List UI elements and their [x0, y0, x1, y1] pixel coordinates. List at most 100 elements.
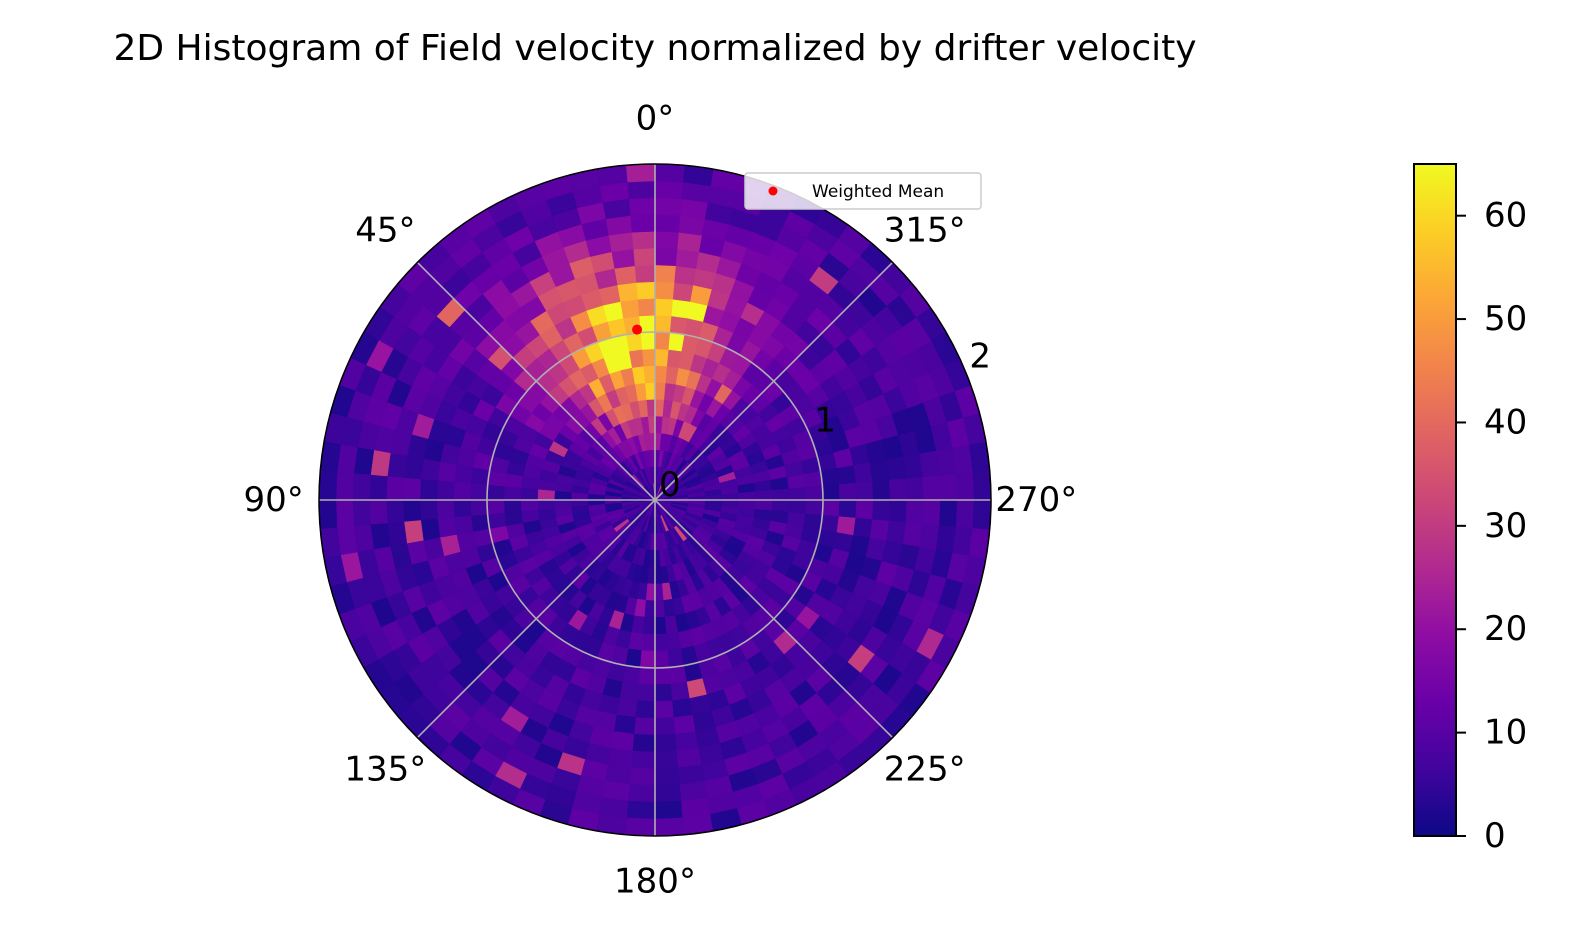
histogram-cell [632, 733, 656, 753]
histogram-cell [626, 180, 656, 200]
histogram-cell [654, 214, 681, 233]
histogram-cell [369, 474, 388, 501]
histogram-cell [453, 499, 472, 518]
histogram-cell [628, 784, 656, 803]
radial-tick-label: 0 [659, 465, 681, 505]
histogram-cell [836, 515, 857, 536]
histogram-cell [771, 499, 790, 513]
histogram-cell [836, 464, 857, 485]
histogram-cell [654, 667, 672, 686]
histogram-cell [637, 683, 656, 702]
histogram-cell [640, 650, 656, 669]
histogram-cell [641, 633, 656, 652]
histogram-cell [637, 298, 656, 317]
histogram-cell [667, 332, 685, 352]
histogram-cell [402, 499, 422, 523]
histogram-cell [654, 197, 682, 216]
histogram-cell [453, 482, 472, 501]
histogram-cell [853, 461, 873, 483]
histogram-cell [654, 247, 678, 267]
histogram-cell [607, 747, 634, 769]
histogram-cell [487, 470, 507, 488]
histogram-cell [610, 731, 635, 752]
histogram-cell [888, 477, 908, 501]
histogram-cell [654, 784, 682, 803]
colorbar-tick-label: 30 [1484, 506, 1527, 546]
histogram-cell [675, 248, 700, 269]
histogram-cell [855, 499, 874, 520]
histogram-cell [629, 767, 656, 786]
histogram-cell [486, 499, 505, 515]
histogram-cell [805, 499, 824, 515]
histogram-cell [869, 518, 890, 542]
histogram-cell [520, 487, 539, 501]
histogram-cell [622, 665, 641, 685]
histogram-cell [610, 248, 635, 269]
histogram-cell [631, 230, 656, 250]
colorbar-tick-label: 40 [1484, 402, 1527, 442]
histogram-cell [670, 298, 691, 319]
histogram-cell [972, 499, 991, 530]
histogram-cell [436, 499, 455, 520]
histogram-cell [385, 499, 405, 524]
colorbar-tick-label: 50 [1484, 299, 1527, 339]
histogram-cell [838, 499, 857, 518]
histogram-cell [625, 164, 656, 183]
histogram-cell [503, 486, 522, 501]
histogram-cell [755, 499, 773, 511]
radial-tick-labels: 0 1 2 [659, 336, 991, 505]
histogram-cell [629, 214, 656, 233]
histogram-cell [634, 264, 656, 283]
histogram-cell [319, 499, 338, 530]
weighted-mean-marker [632, 324, 643, 335]
histogram-cell [469, 499, 488, 517]
histogram-cell [905, 476, 925, 501]
histogram-cell [470, 467, 490, 486]
histogram-cell [838, 482, 857, 501]
histogram-cell [419, 479, 438, 501]
angle-tick-label: 45° [355, 210, 415, 250]
histogram-cell [642, 616, 656, 635]
histogram-cell [853, 517, 873, 539]
histogram-cell [676, 231, 703, 253]
histogram-cell [570, 492, 589, 501]
angle-tick-label: 0° [636, 99, 675, 139]
histogram-cell [672, 698, 694, 718]
histogram-cell [420, 518, 441, 542]
histogram-cell [654, 800, 684, 820]
histogram-cell [676, 747, 703, 769]
histogram-cell [654, 365, 668, 384]
histogram-cell [453, 464, 474, 485]
histogram-cell [335, 471, 355, 501]
radial-tick-label: 1 [814, 401, 836, 441]
histogram-cell [888, 499, 908, 523]
histogram-cell [820, 514, 840, 533]
histogram-cell [654, 164, 685, 183]
histogram-cell [631, 750, 656, 770]
histogram-cell [553, 490, 572, 501]
histogram-cell [922, 474, 941, 501]
legend-box [744, 172, 982, 210]
histogram-cell [673, 714, 697, 735]
histogram-cell [437, 461, 457, 483]
histogram-cell [787, 511, 806, 527]
histogram-cell [486, 485, 505, 501]
histogram-cell [721, 499, 740, 508]
histogram-cell [672, 282, 694, 302]
histogram-cell [905, 499, 925, 524]
histogram-cell [654, 415, 663, 434]
histogram-cell [619, 298, 640, 319]
histogram-cell [654, 733, 678, 753]
histogram-cell [654, 817, 685, 836]
histogram-cell [872, 499, 891, 521]
histogram-cell [886, 520, 907, 545]
histogram-cell [632, 247, 656, 267]
histogram-cell [647, 566, 656, 585]
histogram-cell [626, 800, 656, 820]
colorbar-tick-label: 0 [1484, 816, 1506, 856]
histogram-cell [822, 483, 841, 501]
histogram-cell [469, 483, 488, 501]
histogram-cell [654, 314, 672, 333]
colorbar: 0 10 20 30 40 50 60 [1413, 163, 1527, 856]
